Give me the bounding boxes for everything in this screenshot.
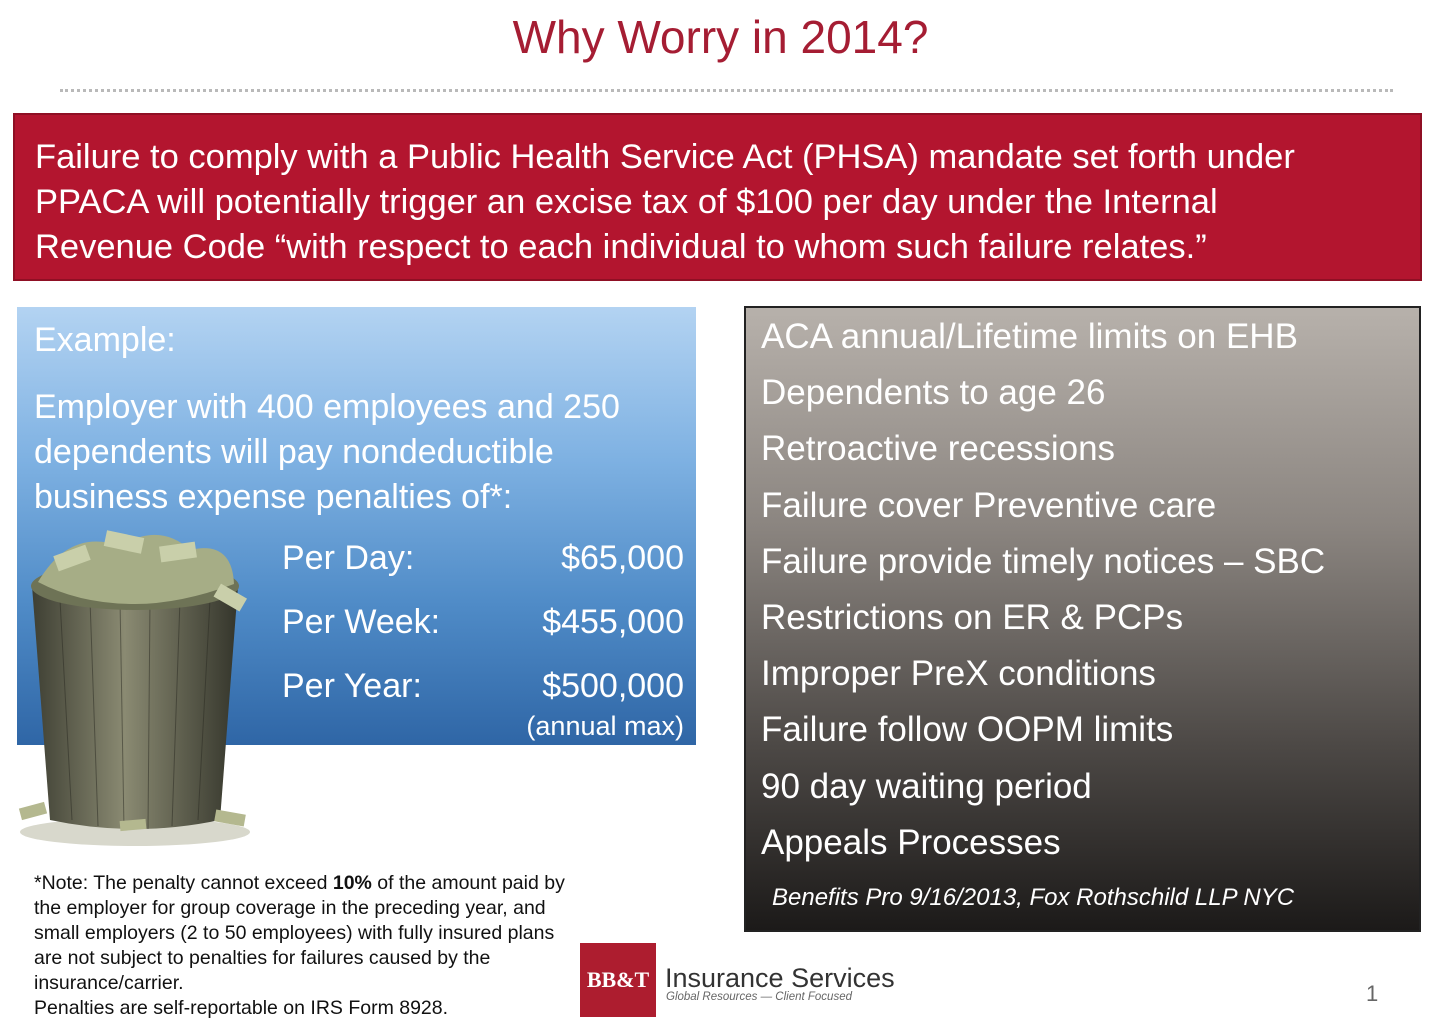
money-trash-can-image [18,530,250,846]
annual-max-note: (annual max) [526,711,684,741]
footnote-percent: 10% [332,872,372,894]
penalty-per-day-value: $65,000 [561,539,684,577]
example-line: dependents will pay nondeductible [34,433,554,471]
example-description: Employer with 400 employees and 250 depe… [34,385,694,520]
logo-tagline: Global Resources — Client Focused [666,991,852,1003]
penalty-per-week-value: $455,000 [542,603,684,641]
list-item: 90 day waiting period [761,766,1092,806]
penalty-banner: Failure to comply with a Public Health S… [13,113,1422,281]
logo-mark: BB&T [580,943,656,1017]
penalty-per-year-value: $500,000 [542,667,684,705]
list-item: Restrictions on ER & PCPs [761,597,1184,637]
list-item: Failure provide timely notices – SBC [761,541,1326,581]
banner-line: Failure to comply with a Public Health S… [35,138,1295,176]
logo-name: Insurance Services [665,963,895,993]
footnote-line-2: Penalties are self-reportable on IRS For… [34,997,449,1019]
source-citation: Benefits Pro 9/16/2013, Fox Rothschild L… [772,884,1295,911]
penalty-per-year-label: Per Year: [282,667,422,705]
risk-list-panel [744,306,1421,932]
footnote-prefix: *Note: The penalty cannot exceed [34,872,333,894]
banner-line: Revenue Code “with respect to each indiv… [35,228,1207,266]
list-item: Failure follow OOPM limits [761,710,1174,750]
list-item: Retroactive recessions [761,429,1116,469]
slide-title: Why Worry in 2014? [512,11,929,63]
banner-line: PPACA will potentially trigger an excise… [35,183,1218,221]
example-label: Example: [34,321,176,359]
example-line: business expense penalties of*: [34,478,513,516]
list-item: ACA annual/Lifetime limits on EHB [761,317,1298,356]
page-number: 1 [1366,981,1379,1006]
example-line: Employer with 400 employees and 250 [34,388,620,426]
footnote-body: of the amount paid by the employer for g… [34,872,565,994]
title-divider [60,89,1393,92]
list-item: Appeals Processes [761,822,1061,862]
risk-list: ACA annual/Lifetime limits on EHB Depend… [761,314,1325,876]
penalty-per-week-label: Per Week: [282,603,441,641]
penalty-per-day-label: Per Day: [282,539,415,577]
list-item: Dependents to age 26 [761,373,1106,413]
list-item: Failure cover Preventive care [761,485,1217,525]
footnote: *Note: The penalty cannot exceed 10% of … [34,871,574,1021]
bbt-logo: BB&T Insurance Services Global Resources… [580,943,895,1017]
list-item: Improper PreX conditions [761,654,1156,694]
